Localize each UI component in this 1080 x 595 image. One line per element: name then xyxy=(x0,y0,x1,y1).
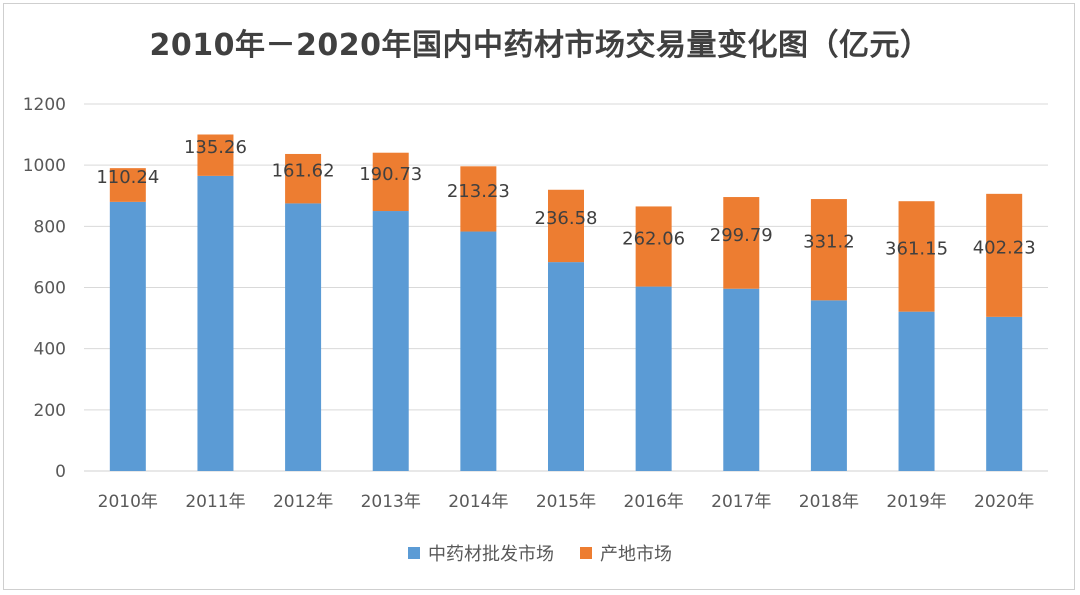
data-label: 402.23 xyxy=(973,237,1036,258)
x-tick-label: 2019年 xyxy=(886,492,946,512)
bar-origin-market xyxy=(898,201,935,312)
chart-title: 2010年－2020年国内中药材市场交易量变化图（亿元） xyxy=(149,28,931,63)
bar-wholesale-market xyxy=(109,201,146,471)
x-tick-label: 2015年 xyxy=(536,492,596,512)
bar-origin-market xyxy=(197,134,234,176)
bar-wholesale-market xyxy=(460,231,497,471)
x-tick-label: 2011年 xyxy=(185,492,245,512)
bar-wholesale-market xyxy=(898,311,935,471)
bar-origin-market xyxy=(635,206,672,287)
data-label: 213.23 xyxy=(447,181,510,202)
legend-swatch-origin xyxy=(580,547,592,559)
bar-origin-market xyxy=(986,193,1023,317)
bar-wholesale-market xyxy=(285,203,322,472)
x-tick-label: 2012年 xyxy=(273,492,333,512)
data-label: 361.15 xyxy=(885,238,948,259)
x-tick-label: 2013年 xyxy=(361,492,421,512)
legend-label-origin: 产地市场 xyxy=(600,544,672,565)
y-tick-label: 200 xyxy=(34,401,66,421)
data-label: 236.58 xyxy=(535,208,598,229)
x-tick-label: 2014年 xyxy=(448,492,508,512)
bar-wholesale-market xyxy=(810,300,847,471)
bar-wholesale-market xyxy=(635,286,672,471)
bar-origin-market xyxy=(372,152,409,212)
bar-origin-market xyxy=(548,189,584,263)
y-tick-label: 600 xyxy=(34,279,66,299)
y-tick-label: 800 xyxy=(34,217,66,237)
legend-swatch-wholesale xyxy=(408,547,420,559)
bar-wholesale-market xyxy=(372,211,409,471)
data-label: 135.26 xyxy=(184,137,247,158)
x-tick-label: 2016年 xyxy=(624,492,684,512)
x-tick-label: 2017年 xyxy=(711,492,771,512)
bar-wholesale-market xyxy=(197,175,234,471)
data-label: 190.73 xyxy=(359,164,422,185)
bar-origin-market xyxy=(810,199,847,301)
y-tick-label: 0 xyxy=(55,462,66,482)
chart-frame xyxy=(3,3,1075,590)
legend-label-wholesale: 中药材批发市场 xyxy=(428,544,554,565)
legend-item-origin: 产地市场 xyxy=(580,540,672,566)
data-label: 331.2 xyxy=(803,232,855,253)
data-label: 161.62 xyxy=(272,161,335,182)
bar-origin-market xyxy=(460,166,497,232)
bar-wholesale-market xyxy=(986,316,1023,471)
bar-wholesale-market xyxy=(723,288,760,471)
bar-origin-market xyxy=(285,153,322,204)
data-label: 299.79 xyxy=(710,225,773,246)
data-label: 110.24 xyxy=(96,167,159,188)
bar-origin-market xyxy=(109,168,146,202)
y-tick-label: 1200 xyxy=(23,95,66,115)
x-tick-label: 2018年 xyxy=(799,492,859,512)
x-tick-label: 2020年 xyxy=(974,492,1034,512)
bar-origin-market xyxy=(723,197,760,289)
x-tick-label: 2010年 xyxy=(98,492,158,512)
bar-wholesale-market xyxy=(548,262,584,471)
y-tick-label: 1000 xyxy=(23,156,66,176)
y-tick-label: 400 xyxy=(34,340,66,360)
chart-legend: 中药材批发市场 产地市场 xyxy=(0,540,1080,566)
data-label: 262.06 xyxy=(622,229,685,250)
legend-item-wholesale: 中药材批发市场 xyxy=(408,540,554,566)
